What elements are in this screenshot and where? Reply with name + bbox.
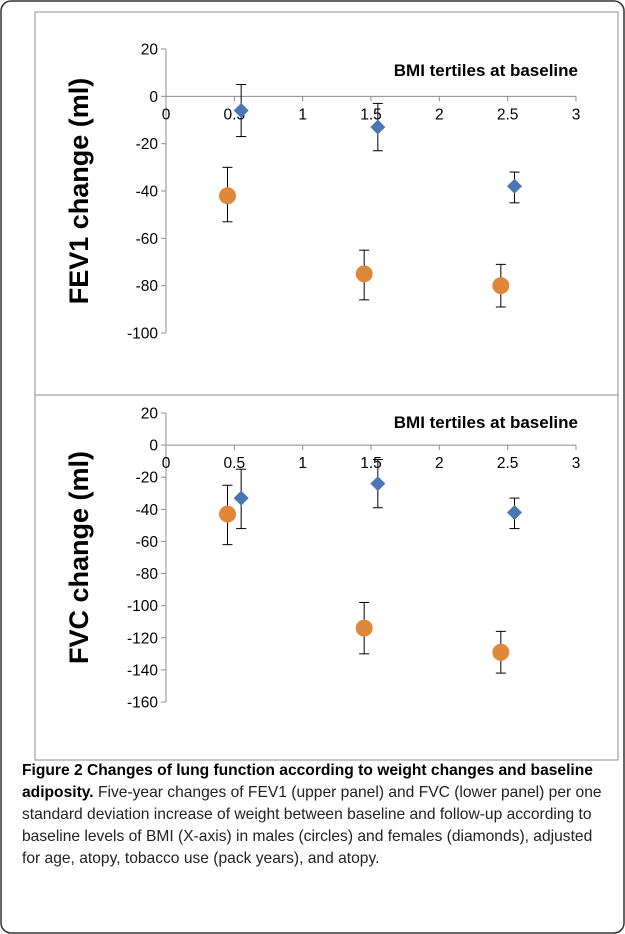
panel2-y-tick-label: 20 bbox=[141, 406, 159, 423]
panel1-y-tick-label: -100 bbox=[127, 326, 158, 343]
panel1-diamond-point-1 bbox=[233, 103, 249, 119]
panel2-circle-point-1 bbox=[219, 505, 236, 523]
caption-body: Five-year changes of FEV1 (upper panel) … bbox=[22, 784, 602, 867]
panel2-y-tick-label: -80 bbox=[136, 566, 159, 583]
panel1-y-axis-label: FEV1 change (ml) bbox=[64, 78, 94, 305]
panel2-y-tick-label: -160 bbox=[127, 695, 158, 712]
panel1-circle-point-3 bbox=[492, 277, 510, 295]
panel2-x-tick-label: 0 bbox=[162, 455, 171, 472]
panel1-y-tick-label: -20 bbox=[136, 136, 159, 153]
panel2-x-tick-label: 1.5 bbox=[360, 455, 382, 472]
panel2-y-tick-label: -40 bbox=[136, 502, 159, 519]
figure-caption: Figure 2 Changes of lung function accord… bbox=[22, 760, 614, 870]
panel1-circle-point-2 bbox=[355, 265, 373, 283]
panel1-x-tick-label: 2.5 bbox=[497, 106, 519, 123]
panel1-y-tick-label: -80 bbox=[136, 278, 159, 295]
panel2-diamond-point-1 bbox=[233, 490, 249, 506]
panel2-diamond-point-2 bbox=[370, 476, 386, 492]
panel1-y-tick-label: 0 bbox=[149, 89, 158, 106]
panel1-y-tick-label: 20 bbox=[141, 42, 159, 59]
panel2-y-tick-label: -20 bbox=[136, 470, 159, 487]
panel1-x-tick-label: 2 bbox=[435, 106, 444, 123]
panel2-y-tick-label: -60 bbox=[136, 534, 159, 551]
panel2-y-tick-label: 0 bbox=[149, 438, 158, 455]
panel1-x-tick-label: 1.5 bbox=[360, 106, 382, 123]
panel1-y-tick-label: -40 bbox=[136, 184, 159, 201]
panel1-chart-title: BMI tertiles at baseline bbox=[394, 61, 578, 80]
panel1-y-tick-label: -60 bbox=[136, 231, 159, 248]
panel1-x-tick-label: 3 bbox=[572, 106, 581, 123]
panel2-x-tick-label: 2 bbox=[435, 455, 444, 472]
panel2-y-tick-label: -100 bbox=[127, 598, 158, 615]
panel1-x-tick-label: 1 bbox=[298, 106, 307, 123]
panel1-diamond-point-2 bbox=[370, 119, 386, 135]
panel2-circle-point-2 bbox=[355, 619, 373, 637]
panel2-x-tick-label: 3 bbox=[572, 455, 581, 472]
panel2-y-tick-label: -120 bbox=[127, 630, 158, 647]
panel2-diamond-point-3 bbox=[507, 505, 522, 521]
panel2-y-tick-label: -140 bbox=[127, 662, 158, 679]
panel1-x-tick-label: 0 bbox=[162, 106, 171, 123]
chart-area-border bbox=[34, 11, 619, 761]
caption-title: Figure 2 Changes of lung function accord… bbox=[22, 762, 593, 801]
panel1-circle-point-1 bbox=[219, 187, 236, 205]
panel2-x-tick-label: 2.5 bbox=[497, 455, 519, 472]
panel1-diamond-point-3 bbox=[507, 178, 522, 194]
panel2-x-tick-label: 1 bbox=[298, 455, 307, 472]
panel2-y-axis-label: FVC change (ml) bbox=[64, 451, 94, 664]
panel2-circle-point-3 bbox=[492, 643, 510, 661]
panel2-x-tick-label: 0.5 bbox=[224, 455, 246, 472]
panel2-chart-title: BMI tertiles at baseline bbox=[394, 413, 578, 432]
